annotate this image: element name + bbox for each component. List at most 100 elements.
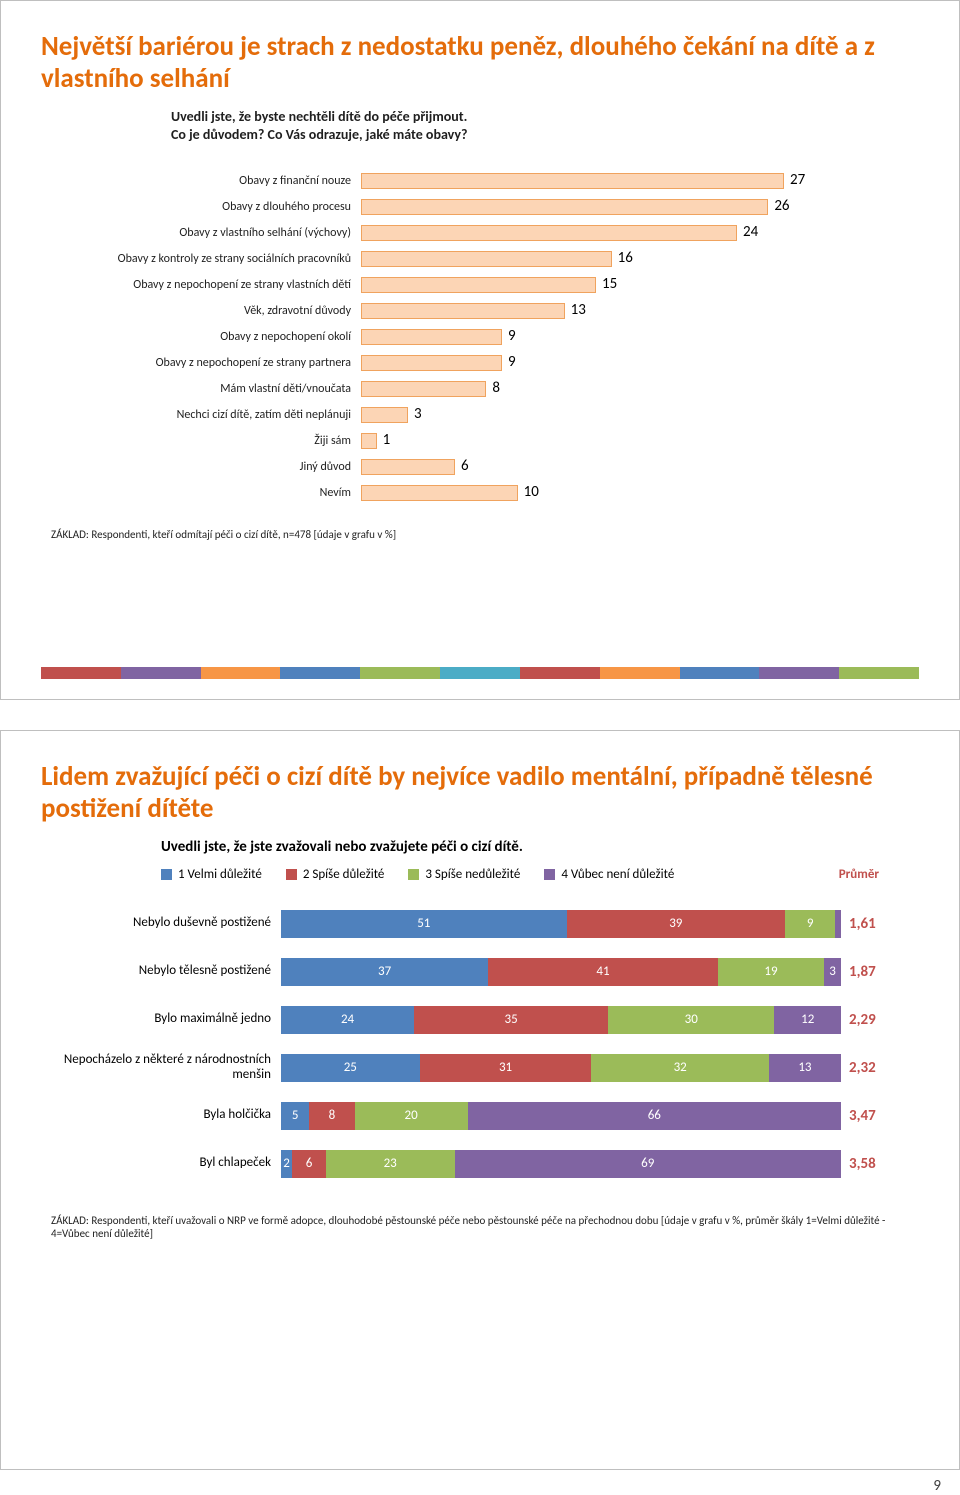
- bar-fill: [361, 329, 502, 345]
- stacked-bar: 262369: [281, 1150, 841, 1178]
- bar-value: 16: [618, 249, 633, 267]
- bar-fill: [361, 303, 565, 319]
- bar-label: Jiný důvod: [91, 461, 361, 474]
- page-number: 9: [933, 1477, 941, 1495]
- bar-label: Nevím: [91, 487, 361, 500]
- bar-value: 15: [602, 275, 617, 293]
- stacked-label: Byla holčička: [61, 1108, 281, 1123]
- legend-label: 3 Spíše nedůležité: [425, 867, 520, 882]
- bar-fill: [361, 459, 455, 475]
- bar-fill: [361, 355, 502, 371]
- legend-swatch: [544, 869, 555, 880]
- legend-label: 2 Spíše důležité: [303, 867, 385, 882]
- legend-item: 2 Spíše důležité: [286, 867, 385, 882]
- stripe-seg: [360, 667, 440, 679]
- stacked-seg: 30: [608, 1006, 774, 1034]
- bar-row: Jiný důvod 6: [91, 454, 851, 480]
- bar-value: 9: [508, 353, 516, 371]
- stacked-bar: 25313213: [281, 1054, 841, 1082]
- bar-label: Obavy z nepochopení ze strany partnera: [91, 357, 361, 370]
- bar-track: 13: [361, 303, 851, 319]
- stacked-seg: 19: [718, 958, 824, 986]
- bar-track: 27: [361, 173, 851, 189]
- slide2-footnote: ZÁKLAD: Respondenti, kteří uvažovali o N…: [51, 1214, 919, 1240]
- slide-disturbance: Lidem zvažující péči o cizí dítě by nejv…: [0, 730, 960, 1470]
- bar-fill: [361, 407, 408, 423]
- stripe-seg: [280, 667, 360, 679]
- stacked-seg: 69: [455, 1150, 841, 1178]
- bar-track: 9: [361, 355, 851, 371]
- stacked-seg: 20: [355, 1102, 468, 1130]
- decorative-stripe: [41, 667, 919, 679]
- barriers-chart: Obavy z finanční nouze27Obavy z dlouhého…: [91, 168, 851, 506]
- stacked-row: Nepocházelo z některé z národnostních me…: [61, 1044, 919, 1092]
- stacked-seg: 6: [292, 1150, 326, 1178]
- stacked-bar: 51399: [281, 910, 841, 938]
- bar-value: 3: [414, 405, 422, 423]
- bar-row: Obavy z nepochopení okolí9: [91, 324, 851, 350]
- bar-fill: [361, 199, 768, 215]
- bar-row: Obavy z kontroly ze strany sociálních pr…: [91, 246, 851, 272]
- bar-value: 6: [461, 457, 469, 475]
- stripe-seg: [121, 667, 201, 679]
- bar-value: 8: [492, 379, 500, 397]
- bar-row: Obavy z finanční nouze 27: [91, 168, 851, 194]
- stacked-avg: 1,61: [841, 915, 901, 933]
- stacked-chart: Nebylo duševně postižené513991,61Nebylo …: [61, 900, 919, 1188]
- stacked-label: Bylo maximálně jedno: [61, 1012, 281, 1027]
- bar-track: 9: [361, 329, 851, 345]
- bar-label: Obavy z nepochopení okolí: [91, 331, 361, 344]
- stacked-label: Byl chlapeček: [61, 1156, 281, 1171]
- bar-track: 1: [361, 433, 851, 449]
- legend-avg-label: Průměr: [839, 867, 879, 882]
- stacked-seg: 37: [281, 958, 488, 986]
- legend-item: 3 Spíše nedůležité: [408, 867, 520, 882]
- stacked-seg: 12: [774, 1006, 841, 1034]
- stacked-avg: 3,58: [841, 1155, 901, 1173]
- stacked-bar: 24353012: [281, 1006, 841, 1034]
- stacked-avg: 2,32: [841, 1059, 901, 1077]
- stacked-label: Nebylo duševně postižené: [61, 916, 281, 931]
- stacked-avg: 1,87: [841, 963, 901, 981]
- stacked-row: Bylo maximálně jedno243530122,29: [61, 996, 919, 1044]
- stripe-seg: [759, 667, 839, 679]
- bar-track: 3: [361, 407, 851, 423]
- stacked-seg: 24: [281, 1006, 414, 1034]
- stacked-label: Nepocházelo z některé z národnostních me…: [61, 1053, 281, 1083]
- bar-fill: [361, 381, 486, 397]
- stacked-seg: 35: [414, 1006, 608, 1034]
- slide-barriers: Největší bariérou je strach z nedostatku…: [0, 0, 960, 700]
- slide2-title: Lidem zvažující péči o cizí dítě by nejv…: [41, 761, 919, 826]
- bar-fill: [361, 251, 612, 267]
- bar-fill: [361, 173, 784, 189]
- stacked-seg: 39: [567, 910, 785, 938]
- stripe-seg: [680, 667, 760, 679]
- stacked-bar: 3741193: [281, 958, 841, 986]
- legend-label: 1 Velmi důležité: [178, 867, 262, 882]
- stacked-seg: 9: [785, 910, 835, 938]
- bar-label: Žiji sám: [91, 435, 361, 448]
- legend-label: 4 Vůbec není důležité: [561, 867, 674, 882]
- stripe-seg: [440, 667, 520, 679]
- legend-swatch: [408, 869, 419, 880]
- bar-track: 24: [361, 225, 851, 241]
- bar-row: Obavy z nepochopení ze strany partnera 9: [91, 350, 851, 376]
- slide1-question: Uvedli jste, že byste nechtěli dítě do p…: [171, 108, 919, 144]
- stacked-seg: 23: [326, 1150, 455, 1178]
- legend-swatch: [286, 869, 297, 880]
- bar-row: Žiji sám 1: [91, 428, 851, 454]
- stripe-seg: [839, 667, 919, 679]
- bar-fill: [361, 485, 518, 501]
- bar-row: Nechci cizí dítě, zatím děti neplánuji3: [91, 402, 851, 428]
- stacked-row: Nebylo duševně postižené513991,61: [61, 900, 919, 948]
- stacked-bar: 582066: [281, 1102, 841, 1130]
- stacked-seg: 51: [281, 910, 567, 938]
- bar-value: 26: [774, 197, 789, 215]
- bar-value: 1: [383, 431, 391, 449]
- legend-item: 1 Velmi důležité: [161, 867, 262, 882]
- stacked-seg: 31: [420, 1054, 592, 1082]
- bar-fill: [361, 433, 377, 449]
- bar-row: Věk, zdravotní důvody13: [91, 298, 851, 324]
- bar-label: Obavy z finanční nouze: [91, 175, 361, 188]
- bar-value: 27: [790, 171, 805, 189]
